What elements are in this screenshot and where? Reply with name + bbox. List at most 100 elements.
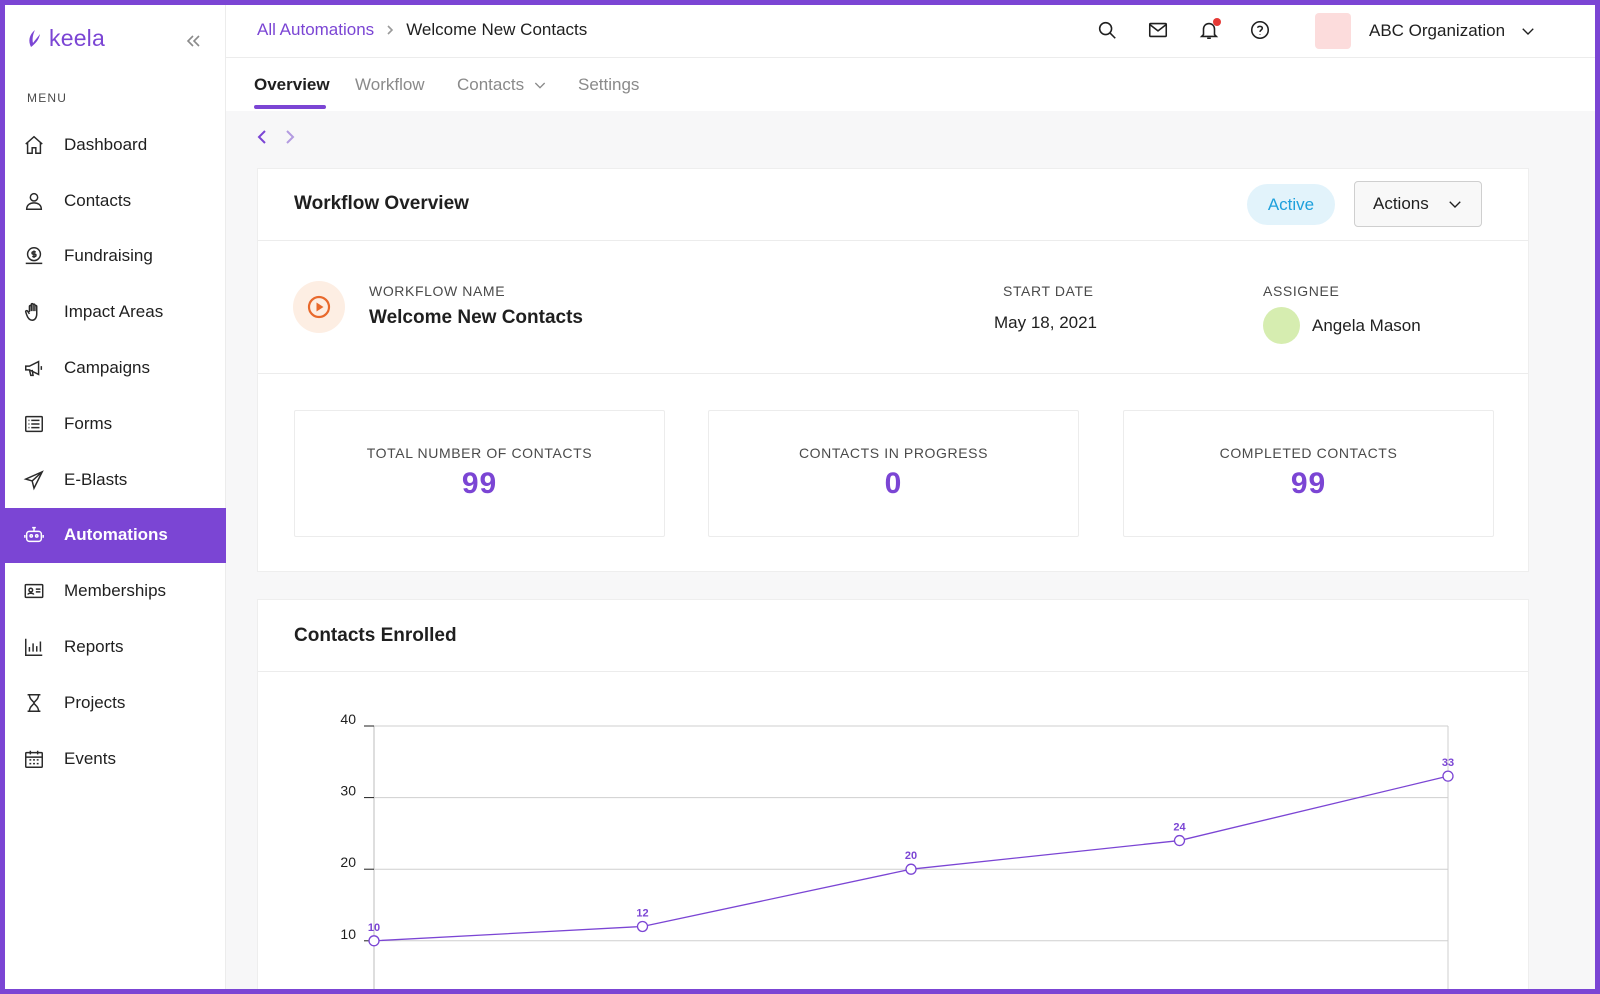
- search-button[interactable]: [1096, 19, 1118, 41]
- form-list-icon: [25, 415, 43, 432]
- sidebar-item-e-blasts[interactable]: E-Blasts: [5, 452, 226, 508]
- chart-data-point: [1173, 834, 1186, 847]
- sidebar-nav: Dashboard Contacts Fundraising Impact Ar…: [5, 117, 226, 787]
- stat-value: 99: [461, 467, 498, 500]
- workflow-overview-card: Workflow Overview Active Actions WORKFLO…: [257, 168, 1529, 572]
- organization-avatar: [1315, 13, 1351, 49]
- tab-workflow[interactable]: Workflow: [355, 75, 425, 95]
- robot-icon: [24, 527, 44, 543]
- actions-label: Actions: [1373, 194, 1429, 213]
- sidebar-item-label: Reports: [64, 637, 124, 657]
- sidebar-item-label: Projects: [64, 692, 126, 712]
- tabs-bar: Overview Workflow Contacts Settings: [226, 58, 1595, 111]
- home-icon: [25, 135, 43, 154]
- logo-text: keela: [49, 25, 105, 51]
- next-arrow-icon[interactable]: [281, 129, 297, 145]
- workflow-info: WORKFLOW NAME Welcome New Contacts START…: [258, 241, 1528, 374]
- workflow-name-label: WORKFLOW NAME: [369, 283, 506, 299]
- sidebar-item-label: Memberships: [64, 581, 167, 601]
- sidebar-item-label: Automations: [64, 525, 168, 545]
- tab-contacts[interactable]: Contacts: [457, 75, 548, 95]
- start-date: May 18, 2021: [994, 313, 1098, 332]
- contacts-enrolled-title: Contacts Enrolled: [294, 625, 457, 646]
- sidebar-item-events[interactable]: Events: [5, 731, 226, 787]
- play-circle-icon: [307, 295, 331, 319]
- breadcrumb-all-automations[interactable]: All Automations: [257, 20, 375, 39]
- chevron-down-icon: [534, 82, 546, 89]
- help-button[interactable]: [1249, 19, 1271, 41]
- chart-y-tick-label: 20: [340, 854, 356, 870]
- menu-label: MENU: [27, 91, 68, 105]
- logo[interactable]: keela: [27, 25, 105, 52]
- breadcrumb-current: Welcome New Contacts: [406, 20, 588, 39]
- sidebar: keela MENU Dashboard Contacts Fundraisin…: [5, 5, 226, 989]
- id-card-icon: [24, 584, 44, 599]
- sidebar-item-forms[interactable]: Forms: [5, 396, 226, 452]
- sidebar-item-reports[interactable]: Reports: [5, 619, 226, 675]
- sidebar-item-impact-areas[interactable]: Impact Areas: [5, 284, 226, 340]
- chart-y-tick-label: 30: [340, 783, 356, 799]
- assignee-name: Angela Mason: [1312, 316, 1421, 335]
- donation-icon: [25, 247, 43, 265]
- sidebar-item-memberships[interactable]: Memberships: [5, 563, 226, 619]
- hourglass-icon: [27, 693, 41, 712]
- megaphone-icon: [25, 360, 43, 377]
- notification-dot: [1213, 18, 1221, 26]
- sidebar-item-label: Contacts: [64, 190, 132, 210]
- sidebar-item-campaigns[interactable]: Campaigns: [5, 340, 226, 396]
- tab-settings[interactable]: Settings: [578, 75, 639, 95]
- calendar-icon: [25, 750, 43, 768]
- chart-data-point: [905, 863, 917, 875]
- top-bar: All Automations Welcome New Contacts ABC…: [226, 5, 1595, 58]
- chart-y-tick-label: 10: [340, 926, 356, 942]
- breadcrumb: All Automations Welcome New Contacts: [257, 20, 587, 40]
- search-icon: [1098, 21, 1116, 39]
- sidebar-item-label: Campaigns: [64, 358, 150, 378]
- sidebar-item-automations[interactable]: Automations: [5, 507, 226, 564]
- chart-data-label: 20: [905, 850, 917, 862]
- collapse-sidebar-icon[interactable]: [183, 31, 203, 51]
- tab-overview[interactable]: Overview: [254, 75, 330, 95]
- pager: [255, 129, 297, 145]
- previous-arrow-icon[interactable]: [255, 129, 271, 145]
- hand-icon: [24, 303, 38, 322]
- stats-row: TOTAL NUMBER OF CONTACTS 99 CONTACTS IN …: [258, 374, 1528, 572]
- chevron-down-icon: [1449, 201, 1461, 208]
- bar-chart-icon: [25, 638, 43, 657]
- workflow-overview-header: Workflow Overview Active Actions: [258, 169, 1528, 241]
- workflow-overview-title: Workflow Overview: [294, 193, 469, 214]
- sidebar-item-projects[interactable]: Projects: [5, 675, 226, 731]
- stat-value: 99: [1290, 467, 1327, 500]
- workflow-icon-circle: [293, 281, 345, 333]
- assignee-label: ASSIGNEE: [1263, 283, 1340, 299]
- chevron-down-icon: [1522, 28, 1534, 35]
- sidebar-item-label: Impact Areas: [64, 302, 164, 322]
- sidebar-item-label: Events: [64, 748, 116, 768]
- app-window: keela MENU Dashboard Contacts Fundraisin…: [5, 5, 1595, 989]
- chart-y-tick-label: 40: [340, 711, 356, 727]
- tab-label: Contacts: [457, 75, 525, 94]
- stat-label: TOTAL NUMBER OF CONTACTS: [366, 445, 593, 461]
- sidebar-item-label: Forms: [64, 413, 113, 433]
- sidebar-item-contacts[interactable]: Contacts: [5, 173, 226, 229]
- status-badge: Active: [1247, 184, 1335, 225]
- sidebar-item-label: Dashboard: [64, 134, 148, 154]
- chart-data-point: [368, 935, 380, 947]
- messages-button[interactable]: [1147, 19, 1169, 41]
- stat-label: COMPLETED CONTACTS: [1219, 445, 1398, 461]
- keela-leaf-icon: [29, 29, 40, 47]
- sidebar-item-dashboard[interactable]: Dashboard: [5, 117, 226, 173]
- bell-icon: [1199, 22, 1219, 40]
- sidebar-item-label: E-Blasts: [64, 469, 128, 489]
- chart-data-label: 33: [1442, 757, 1454, 769]
- stat-label: CONTACTS IN PROGRESS: [798, 445, 989, 461]
- active-tab-indicator: [254, 105, 326, 109]
- actions-dropdown-button[interactable]: Actions: [1354, 181, 1482, 227]
- notifications-button[interactable]: [1198, 18, 1221, 41]
- chart-data-point: [636, 920, 649, 933]
- header-icons: [1096, 18, 1271, 41]
- avatar: [1263, 307, 1300, 344]
- organization-switcher[interactable]: ABC Organization: [1315, 13, 1537, 49]
- stat-value: 0: [884, 467, 903, 500]
- sidebar-item-fundraising[interactable]: Fundraising: [5, 229, 226, 285]
